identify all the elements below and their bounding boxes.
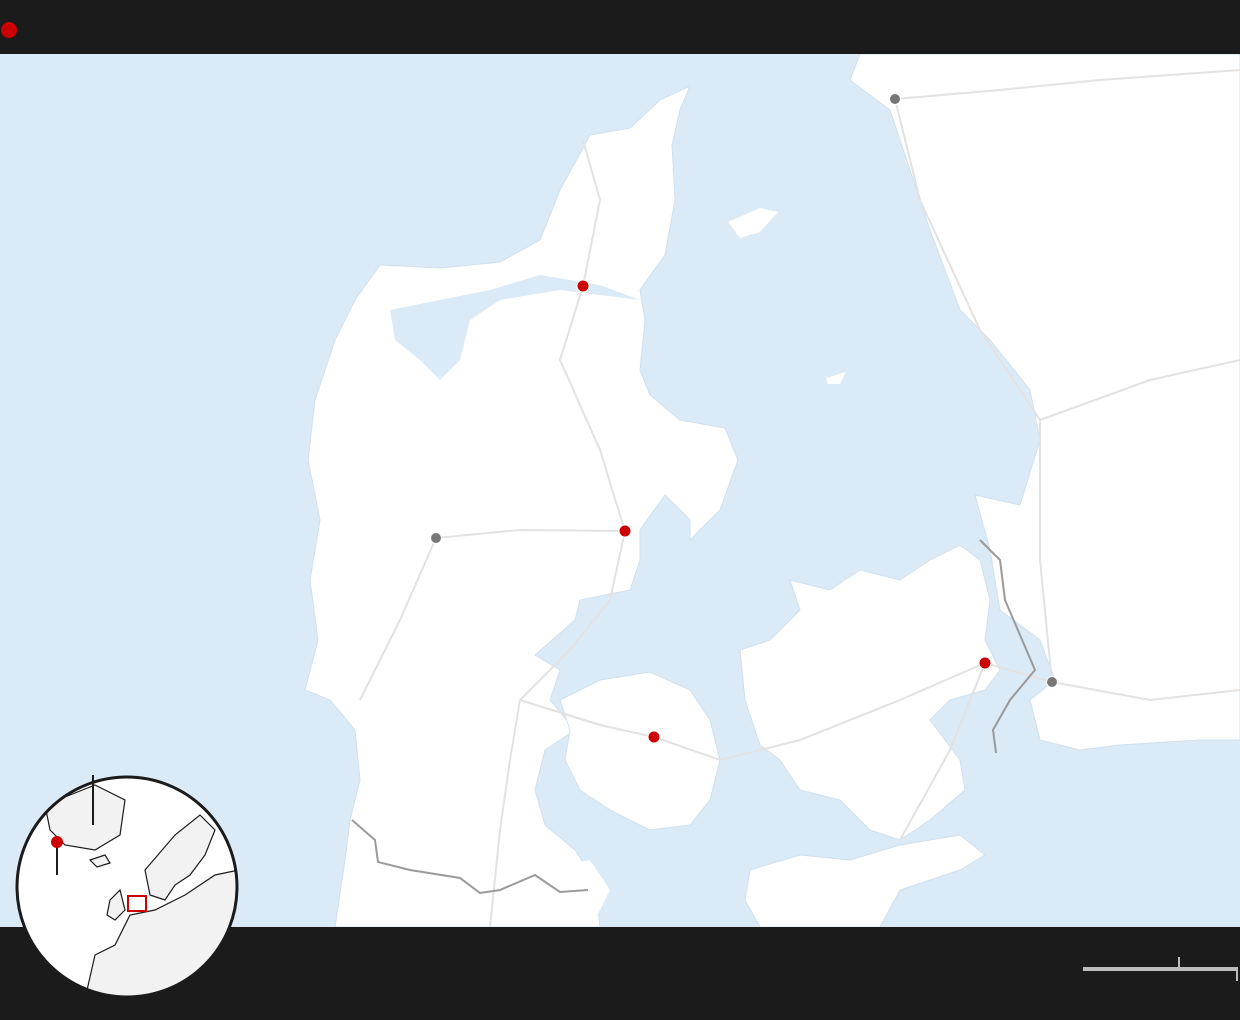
land-britain [106,888,126,921]
secondary-city-marker[interactable] [889,93,901,105]
map-canvas[interactable] [0,54,1240,927]
land-scandinavia [144,814,216,901]
top-bar [0,0,1240,54]
inset-marker [51,836,63,848]
primary-city-marker[interactable] [978,656,992,670]
land-lolland [744,834,986,927]
inset-highlight-box [127,895,147,912]
land-greenland [44,784,126,851]
land-europe [84,869,237,997]
land-anholt [826,372,846,384]
primary-city-marker[interactable] [647,730,661,744]
legend-marker-icon [1,22,17,38]
road-network [359,69,1240,927]
land-laeso [728,208,778,238]
land-funen [559,671,721,831]
secondary-city-marker[interactable] [430,532,442,544]
scale-bar [1083,957,1238,981]
land-iceland [88,854,111,868]
national-border [351,539,1037,895]
secondary-city-marker[interactable] [1046,676,1058,688]
primary-city-marker[interactable] [618,524,632,538]
land-zealand [739,544,1001,841]
locator-globe [15,775,239,999]
water-limfjord [390,275,640,380]
city-markers [430,93,1058,744]
primary-city-marker[interactable] [576,279,590,293]
